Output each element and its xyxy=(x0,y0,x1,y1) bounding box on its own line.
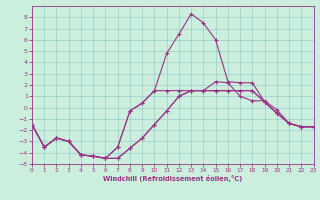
X-axis label: Windchill (Refroidissement éolien,°C): Windchill (Refroidissement éolien,°C) xyxy=(103,175,243,182)
